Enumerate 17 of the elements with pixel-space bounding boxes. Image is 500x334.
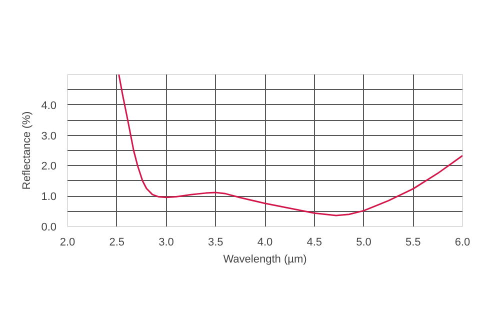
y-tick-label: 1.0 (41, 191, 57, 204)
x-tick-label: 5.5 (405, 236, 421, 248)
x-axis-title: Wavelength (µm) (223, 254, 307, 266)
x-tick-label: 6.0 (454, 236, 470, 248)
line-series (118, 74, 462, 216)
y-tick-label: 3.0 (41, 130, 57, 142)
y-tick-label: 2.0 (41, 160, 57, 173)
y-tick-label: 4.0 (41, 100, 57, 112)
x-tick-label: 3.5 (208, 236, 224, 248)
x-tick-label: 4.0 (257, 236, 273, 248)
x-tick-label: 3.0 (158, 236, 174, 248)
x-tick-label: 2.0 (60, 236, 76, 248)
x-tick-label: 2.5 (109, 236, 125, 248)
x-tick-label: 4.5 (306, 236, 322, 248)
x-tick-label: 5.0 (356, 236, 372, 248)
y-axis-title: Reflectance (%) (21, 111, 34, 190)
y-tick-label: 0.0 (41, 222, 57, 234)
